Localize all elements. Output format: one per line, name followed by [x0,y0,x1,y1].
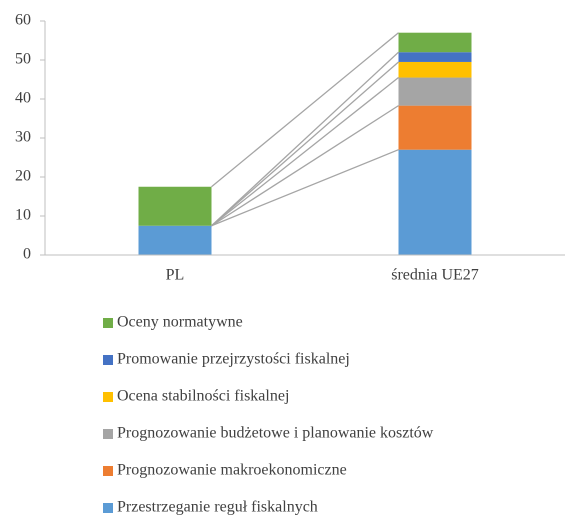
series-line [211,105,399,227]
legend-swatch [103,355,113,365]
series-line [211,149,399,227]
legend-swatch [103,429,113,439]
bar-segment [398,32,472,53]
legend-label: Prognozowanie budżetowe i planowanie kos… [117,425,434,442]
legend-label: Oceny normatywne [117,314,243,331]
bar-segment [398,105,472,150]
legend-swatch [103,466,113,476]
y-tick-label: 10 [15,207,31,224]
y-tick-label: 40 [15,90,31,107]
x-tick-label: PL [166,267,185,284]
bar-segment [398,61,472,78]
legend-label: Ocena stabilności fiskalnej [117,388,289,405]
legend-label: Promowanie przejrzystości fiskalnej [117,351,350,368]
legend-label: Prognozowanie makroekonomiczne [117,462,347,479]
legend-swatch [103,318,113,328]
legend-label: Przestrzeganie reguł fiskalnych [117,499,318,516]
bar-segment [398,52,472,62]
y-tick-label: 30 [15,129,31,146]
legend-swatch [103,392,113,402]
x-tick-label: średnia UE27 [391,267,479,284]
legend-swatch [103,503,113,513]
y-tick-label: 0 [23,246,31,263]
series-line [211,51,399,227]
bar-segment [138,225,212,255]
bar-segment [398,149,472,255]
y-tick-label: 20 [15,168,31,185]
bar-segment [138,186,212,226]
series-line [211,77,399,227]
bar-segment [398,77,472,106]
series-line [211,32,399,188]
y-tick-label: 60 [15,12,31,29]
y-tick-label: 50 [15,51,31,68]
series-line [211,61,399,227]
